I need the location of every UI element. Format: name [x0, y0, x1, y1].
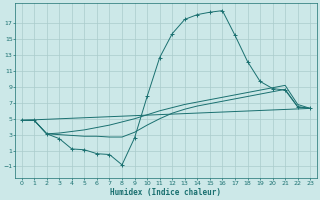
X-axis label: Humidex (Indice chaleur): Humidex (Indice chaleur)	[110, 188, 221, 197]
